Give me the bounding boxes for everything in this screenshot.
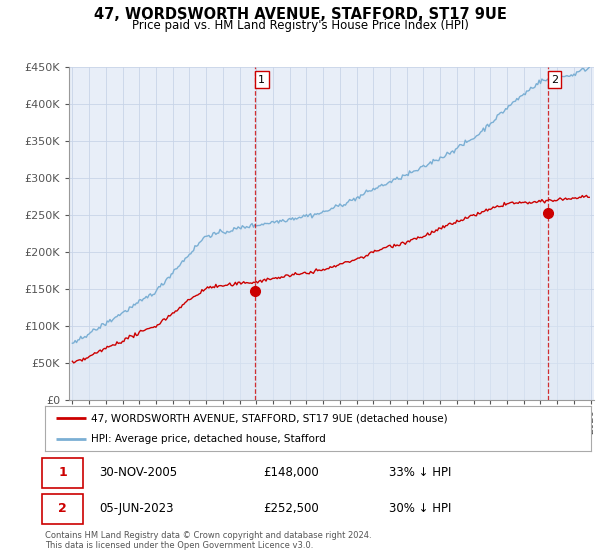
FancyBboxPatch shape — [42, 494, 83, 524]
Text: £252,500: £252,500 — [263, 502, 319, 515]
Text: 33% ↓ HPI: 33% ↓ HPI — [389, 466, 451, 479]
Text: 1: 1 — [58, 466, 67, 479]
Text: HPI: Average price, detached house, Stafford: HPI: Average price, detached house, Staf… — [91, 433, 326, 444]
Text: £148,000: £148,000 — [263, 466, 319, 479]
Text: 30% ↓ HPI: 30% ↓ HPI — [389, 502, 451, 515]
Text: 30-NOV-2005: 30-NOV-2005 — [100, 466, 178, 479]
Text: 47, WORDSWORTH AVENUE, STAFFORD, ST17 9UE (detached house): 47, WORDSWORTH AVENUE, STAFFORD, ST17 9U… — [91, 413, 448, 423]
Text: 47, WORDSWORTH AVENUE, STAFFORD, ST17 9UE: 47, WORDSWORTH AVENUE, STAFFORD, ST17 9U… — [94, 7, 506, 22]
Text: 2: 2 — [58, 502, 67, 515]
Text: Contains HM Land Registry data © Crown copyright and database right 2024.
This d: Contains HM Land Registry data © Crown c… — [45, 531, 371, 550]
Text: 05-JUN-2023: 05-JUN-2023 — [100, 502, 174, 515]
Text: 2: 2 — [551, 74, 558, 85]
FancyBboxPatch shape — [42, 458, 83, 488]
Text: 1: 1 — [258, 74, 265, 85]
Text: Price paid vs. HM Land Registry's House Price Index (HPI): Price paid vs. HM Land Registry's House … — [131, 19, 469, 32]
